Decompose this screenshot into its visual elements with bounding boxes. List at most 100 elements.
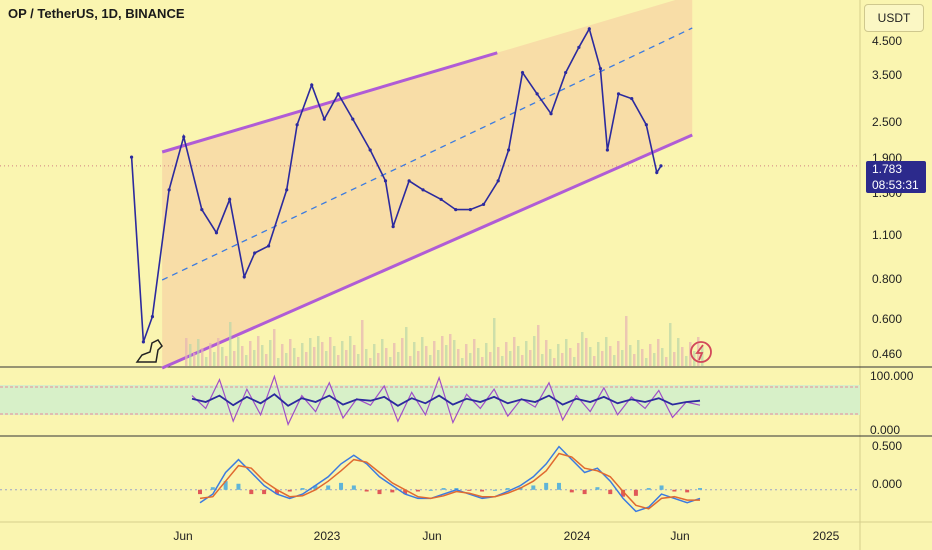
volume-bar (533, 336, 536, 366)
volume-bar (425, 346, 428, 366)
volume-bar (409, 356, 412, 366)
volume-bar (525, 341, 528, 366)
volume-bar (301, 343, 304, 366)
time-tick-label: 2024 (564, 529, 591, 543)
volume-bar (657, 339, 660, 366)
volume-bar (205, 357, 208, 366)
volume-bar (357, 354, 360, 366)
price-point (141, 340, 145, 344)
macd-histogram-bar (236, 483, 241, 490)
price-point (214, 231, 219, 235)
price-tick-label: 2.500 (872, 115, 902, 129)
price-point (150, 315, 155, 319)
macd-histogram-bar (403, 489, 408, 495)
time-tick-label: Jun (422, 529, 441, 543)
volume-bar (609, 346, 612, 366)
volume-bar (669, 323, 672, 366)
price-point (242, 275, 246, 279)
price-point (267, 244, 271, 248)
currency-button[interactable]: USDT (864, 4, 924, 32)
volume-bar (361, 320, 364, 366)
volume-bar (613, 355, 616, 366)
volume-bar (645, 358, 648, 366)
price-point (630, 96, 634, 101)
volume-bar (593, 356, 596, 366)
price-tick-label: 1.100 (872, 228, 902, 242)
price-point (351, 117, 355, 121)
macd-histogram-bar (659, 485, 664, 490)
volume-bar (629, 345, 632, 366)
volume-bar (281, 344, 284, 366)
volume-bar (393, 343, 396, 366)
volume-bar (529, 350, 532, 366)
volume-bar (497, 347, 500, 366)
volume-bar (217, 338, 220, 366)
volume-bar (265, 354, 268, 366)
volume-bar (509, 351, 512, 366)
volume-bar (505, 342, 508, 366)
price-point (200, 208, 204, 212)
volume-bar (573, 357, 576, 366)
macd-histogram-bar (685, 489, 690, 493)
volume-bar (229, 322, 232, 366)
macd-histogram-bar (364, 489, 369, 492)
volume-bar (485, 343, 488, 366)
volume-bar (437, 350, 440, 366)
macd-histogram-bar (415, 489, 420, 492)
volume-bar (597, 342, 600, 366)
volume-bar (493, 318, 496, 366)
volume-bar (261, 345, 264, 366)
volume-bar (397, 352, 400, 366)
volume-bar (605, 337, 608, 366)
price-point (507, 148, 511, 152)
volume-bar (233, 351, 236, 366)
price-tag-countdown: 08:53:31 (872, 178, 919, 192)
volume-bar (561, 353, 564, 366)
volume-bar (325, 351, 328, 366)
volume-bar (625, 316, 628, 366)
macd-histogram-bar (646, 488, 651, 490)
volume-bar (473, 339, 476, 366)
price-point (129, 155, 134, 159)
price-point (549, 112, 553, 116)
volume-bar (285, 353, 288, 366)
price-point (659, 164, 663, 168)
volume-bar (269, 340, 272, 366)
volume-bar (501, 356, 504, 366)
volume-bar (457, 349, 460, 366)
volume-bar (365, 349, 368, 366)
price-point (605, 148, 609, 152)
volume-bar (277, 358, 280, 366)
volume-bar (197, 339, 200, 366)
volume-bar (617, 341, 620, 366)
macd-histogram-bar (287, 489, 292, 492)
macd-histogram-bar (672, 489, 677, 492)
volume-bar (317, 336, 320, 366)
volume-bar (369, 358, 372, 366)
signal-line (199, 452, 700, 510)
price-point (391, 224, 395, 229)
macd-histogram-bar (569, 489, 574, 493)
volume-bar (633, 354, 636, 366)
volume-bar (381, 339, 384, 366)
volume-bar (385, 348, 388, 366)
volume-bar (293, 348, 296, 366)
volume-bar (701, 346, 704, 366)
volume-bar (193, 353, 196, 366)
macd-histogram-bar (326, 485, 331, 490)
volume-bar (685, 356, 688, 366)
volume-bar (621, 350, 624, 366)
rsi-line (191, 393, 701, 407)
volume-bar (585, 338, 588, 366)
macd-histogram-bar (274, 489, 279, 495)
volume-bar (257, 336, 260, 366)
price-point (520, 70, 525, 75)
volume-bar (589, 347, 592, 366)
volume-bar (405, 327, 408, 366)
price-point (577, 45, 581, 49)
volume-bar (237, 337, 240, 366)
volume-bar (517, 346, 520, 366)
price-point (481, 202, 486, 207)
volume-bar (189, 344, 192, 366)
